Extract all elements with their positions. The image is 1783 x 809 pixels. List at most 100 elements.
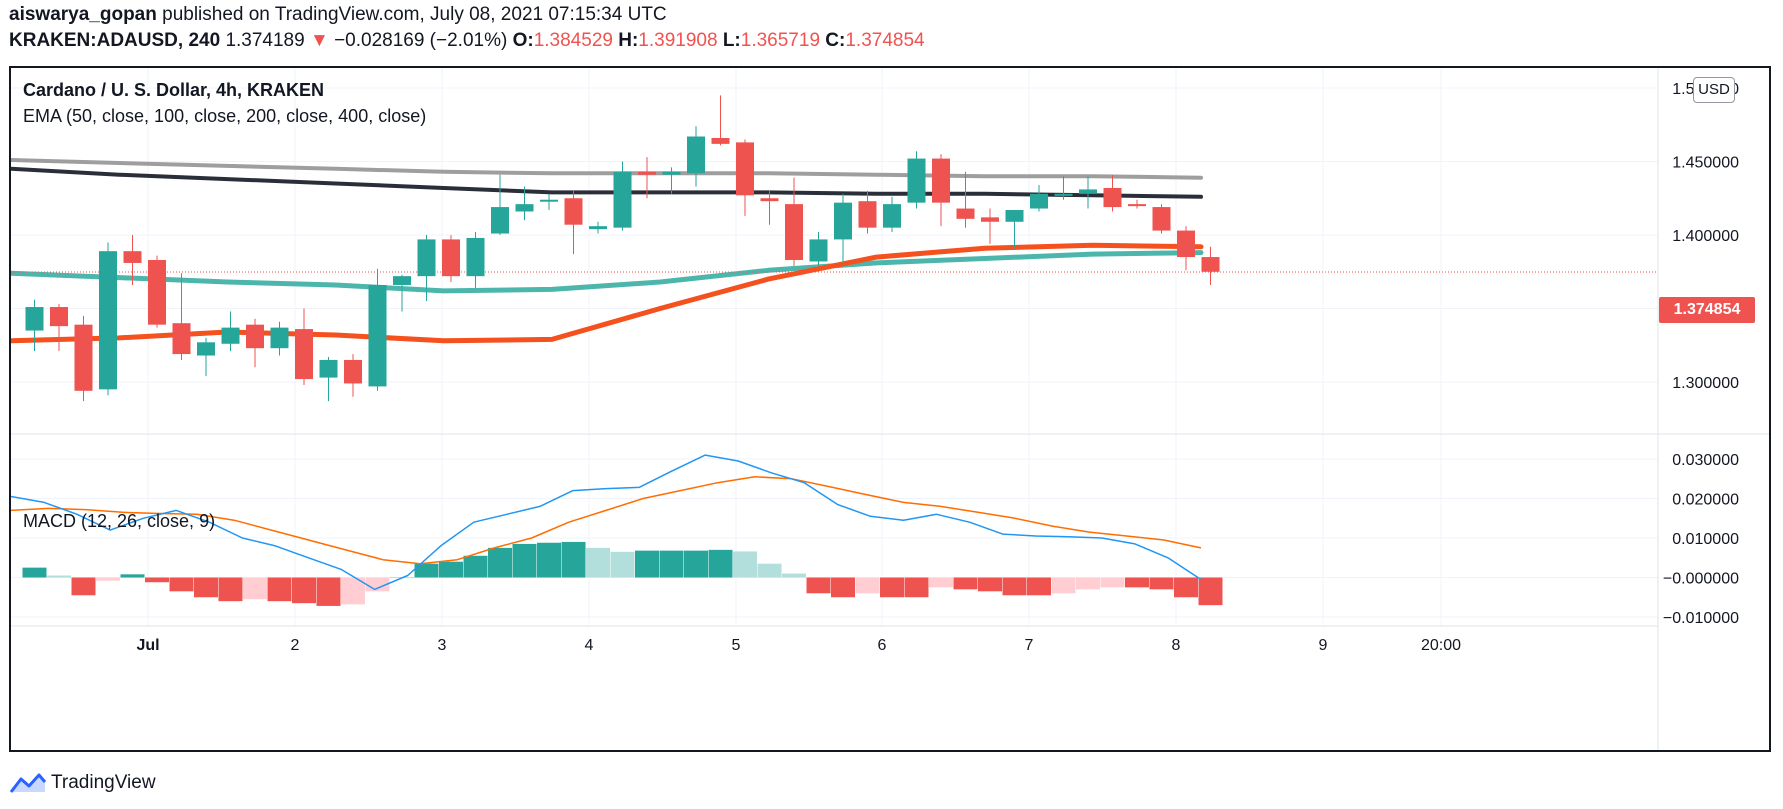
price-tick-label: 1.400000 [1672,228,1739,245]
macd-histogram-bar [96,577,120,581]
macd-histogram-bar [1051,577,1076,594]
candle [907,151,926,209]
chart-frame [9,66,1771,752]
macd-histogram-bar [488,547,512,578]
candle [246,318,264,368]
macd-tick-label: 0.020000 [1672,492,1739,509]
macd-histogram-bar [561,541,586,578]
candle [123,235,142,285]
ema-50-line [11,242,1204,344]
candle [344,354,362,397]
currency-badge[interactable]: USD [1693,77,1735,103]
macd-histogram-bar [978,577,1002,592]
macd-tick-label: 0.010000 [1672,531,1739,548]
candle [883,196,901,233]
candle [1103,174,1122,212]
low-value: 1.365719 [740,30,821,51]
author-name[interactable]: aiswarya_gopan [9,4,157,25]
time-tick-label: 6 [878,637,887,654]
close-label: C: [825,30,846,51]
macd-histogram-bar [1076,577,1100,590]
macd-histogram-bar [1002,577,1027,596]
candle [515,186,534,221]
brand-name: TradingView [51,772,156,793]
low-label: L: [722,30,741,51]
last-price-tag: 1.374854 [1659,297,1755,323]
candle [785,177,803,266]
time-tick-label: 3 [438,637,447,654]
candle [417,235,436,302]
macd-histogram-bar [169,577,194,592]
open-value: 1.384529 [533,30,613,51]
candle [809,232,828,266]
ema-200-line [11,166,1203,199]
candle [736,139,754,216]
candle [491,174,509,235]
macd-tick-label: −0.010000 [1663,610,1739,627]
candle [638,157,656,199]
macd-histogram-bar [439,561,463,578]
candle [981,208,999,244]
time-tick-label: 20:00 [1421,637,1461,654]
macd-histogram-bar [47,575,71,578]
candle [99,242,117,396]
candle [956,171,975,228]
ema-legend[interactable]: EMA (50, close, 100, close, 200, close, … [23,106,427,126]
macd-histogram-bar [831,577,855,598]
time-tick-label: 2 [291,637,300,654]
macd-histogram-bar [1027,577,1051,596]
chart-title: Cardano / U. S. Dollar, 4h, KRAKEN [23,80,325,100]
ema-100-line [11,250,1204,294]
candle [197,337,215,377]
macd-histogram-bar [71,577,96,596]
macd-histogram-bar [757,563,782,578]
macd-histogram-bar [880,577,904,598]
candle [1054,176,1073,200]
candle [711,95,730,146]
macd-histogram-bar [22,567,47,578]
price-tick-label: 1.450000 [1672,155,1739,172]
macd-histogram-bar [292,577,316,604]
candle [148,255,166,328]
high-label: H: [618,30,639,51]
macd-histogram-bar [806,577,831,594]
macd-histogram-bar [1100,577,1125,588]
ohlc-header: KRAKEN:ADAUSD, 240 1.374189 ▼ −0.028169 … [9,30,925,52]
candle [1201,246,1220,285]
macd-tick-label: −0.000000 [1663,571,1739,588]
candle [834,193,852,263]
macd-histogram-bar [1125,577,1149,588]
candle [1030,185,1048,212]
macd-histogram-bar [414,563,439,578]
macd-legend[interactable]: MACD (12, 26, close, 9) [23,511,216,531]
tradingview-logo-icon [9,773,47,793]
candle [687,126,705,187]
signal-line [11,476,1202,565]
macd-histogram-bar [708,549,733,578]
candle [393,274,411,312]
candle [172,273,191,360]
macd-histogram-bar [145,577,169,583]
macd-histogram-bar [194,577,218,598]
candle [25,299,44,352]
macd-histogram-bar [929,577,953,588]
macd-histogram-bar [733,551,757,578]
macd-histogram-bar [904,577,929,598]
ema-400-line [11,158,1203,180]
time-tick-label: 5 [732,637,741,654]
macd-histogram-bar [218,577,243,602]
ema-lines [11,158,1204,344]
high-value: 1.391908 [638,30,718,51]
candle [564,190,583,255]
macd-histogram-bar [463,555,488,578]
candle [319,357,338,402]
macd-line [11,454,1202,591]
time-tick-label: 9 [1319,637,1328,654]
macd-histogram-bar [610,551,635,578]
chart-canvas[interactable]: 1.3000001.3500001.4000001.4500001.500000… [11,68,1769,750]
time-axis: Jul 2 3 4 5 6 7 8 9 20:00 [136,637,1461,654]
candle [589,221,607,234]
candles [25,95,1220,402]
candle [221,311,240,352]
